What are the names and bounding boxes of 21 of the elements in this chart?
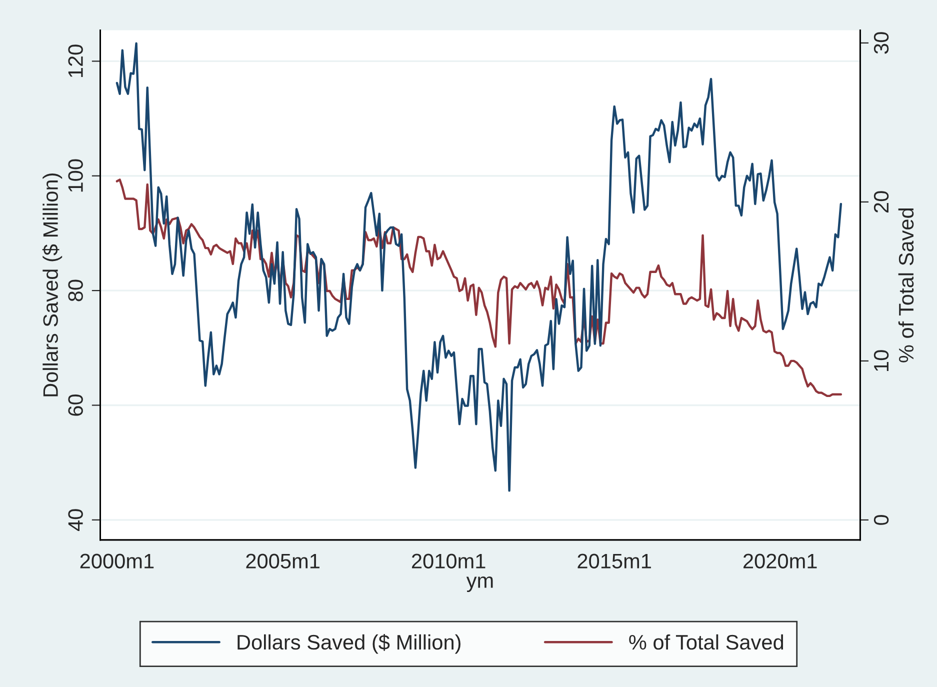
y-tick-label: 60	[68, 394, 83, 416]
legend-label: Dollars Saved ($ Million)	[238, 634, 460, 654]
y2-tick-label: 10	[874, 350, 889, 371]
x-tick-label: 2010m1	[412, 554, 486, 568]
y-tick-label: 120	[68, 44, 83, 77]
x-axis-title: ym	[466, 576, 493, 592]
x-tick-label: 2005m1	[246, 554, 320, 568]
line-series	[116, 42, 842, 492]
y2-tick-label: 30	[874, 32, 889, 54]
legend-label: % of Total Saved	[629, 634, 784, 650]
x-tick-label: 2020m1	[744, 554, 817, 568]
y-tick-label: 80	[68, 280, 83, 302]
line-series	[116, 178, 842, 398]
x-tick-label: 2015m1	[578, 554, 651, 568]
y-tick-label: 100	[68, 159, 83, 192]
x-tick-label: 2000m1	[80, 554, 154, 568]
y2-tick-label: 20	[874, 191, 889, 212]
y-tick-label: 40	[68, 509, 83, 532]
y2-tick-label: 0	[874, 514, 889, 525]
y2-axis-title: % of Total Saved	[898, 208, 914, 362]
y-axis-title: Dollars Saved ($ Million)	[42, 174, 62, 396]
